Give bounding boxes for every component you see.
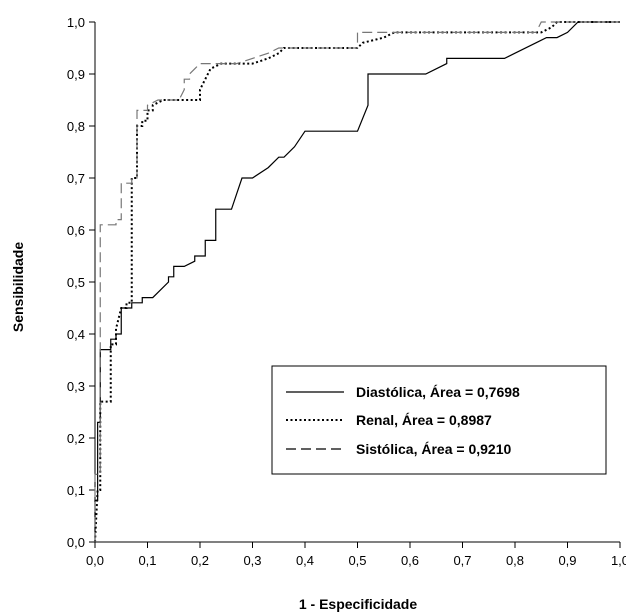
legend-label-renal: Renal, Área = 0,8987 <box>356 412 492 428</box>
x-tick-label: 0,8 <box>506 553 524 568</box>
x-tick-label: 0,2 <box>191 553 209 568</box>
x-ticks: 0,0 0,1 0,2 0,3 0,4 0,5 0,6 0,7 0,8 0,9 1,0 <box>86 542 626 568</box>
x-tick-label: 0,6 <box>401 553 419 568</box>
x-tick-label: 0,9 <box>558 553 576 568</box>
series-line-renal <box>94 21 620 543</box>
y-tick-label: 0,3 <box>67 379 85 394</box>
y-tick-label: 0,7 <box>67 171 85 186</box>
y-tick-label: 0,4 <box>67 327 85 342</box>
y-tick-label: 0,9 <box>67 67 85 82</box>
x-tick-label: 0,0 <box>86 553 104 568</box>
series-line-diastolica <box>94 21 620 542</box>
y-ticks: 0,0 0,1 0,2 0,3 0,4 0,5 0,6 0,7 0,8 0,9 1,0 <box>67 15 95 550</box>
x-tick-label: 0,5 <box>348 553 366 568</box>
series-layer <box>94 21 620 543</box>
y-axis-title: Sensibilidade <box>10 242 26 332</box>
y-tick-label: 0,6 <box>67 223 85 238</box>
x-tick-label: 0,4 <box>296 553 314 568</box>
legend: Diastólica, Área = 0,7698 Renal, Área = … <box>271 365 607 475</box>
x-tick-label: 1,0 <box>611 553 626 568</box>
y-tick-label: 0,0 <box>67 535 85 550</box>
x-tick-label: 0,3 <box>243 553 261 568</box>
y-tick-label: 0,2 <box>67 431 85 446</box>
y-tick-label: 0,5 <box>67 275 85 290</box>
legend-label-diastolica: Diastólica, Área = 0,7698 <box>356 384 520 400</box>
y-tick-label: 0,1 <box>67 483 85 498</box>
x-axis-title: 1 - Especificidade <box>299 596 417 612</box>
x-tick-label: 0,7 <box>453 553 471 568</box>
y-tick-label: 0,8 <box>67 119 85 134</box>
legend-label-sistolica: Sistólica, Área = 0,9210 <box>356 441 511 457</box>
x-tick-label: 0,1 <box>138 553 156 568</box>
plot-area: 0,0 0,1 0,2 0,3 0,4 0,5 0,6 0,7 0,8 0,9 1,0 0,0 0,1… <box>67 15 626 568</box>
series-line-sistolica <box>94 21 620 542</box>
y-tick-label: 1,0 <box>67 15 85 30</box>
